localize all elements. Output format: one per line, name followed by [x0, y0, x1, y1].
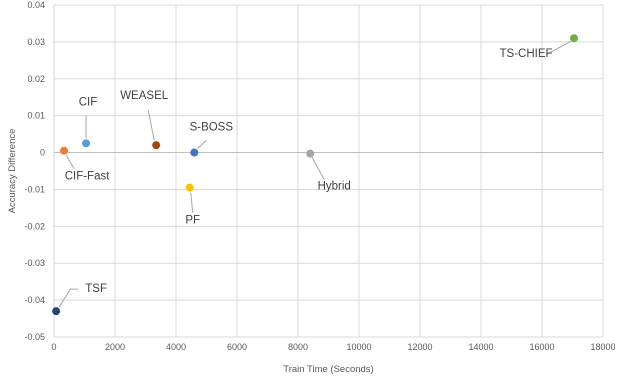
leader-line [58, 288, 79, 308]
grid-lines [53, 4, 604, 338]
x-tick-label: 10000 [346, 342, 371, 352]
data-point-ts-chief [570, 34, 579, 43]
x-tick-label: 6000 [227, 342, 247, 352]
y-tick-label: -0.02 [24, 221, 45, 231]
data-point-weasel [152, 141, 161, 150]
data-points [52, 34, 579, 316]
y-axis-title: Accuracy Difference [7, 129, 18, 214]
x-tick-label: 12000 [407, 342, 432, 352]
x-tick-label: 0 [51, 342, 56, 352]
leader-line [65, 154, 75, 169]
x-tick-label: 14000 [468, 342, 493, 352]
data-point-tsf [52, 307, 61, 316]
x-tick-label: 8000 [288, 342, 308, 352]
data-point-s-boss [190, 148, 199, 157]
x-tick-label: 4000 [166, 342, 186, 352]
y-tick-label: -0.03 [24, 258, 45, 268]
y-tick-label: 0.03 [27, 37, 45, 47]
data-point-cif [82, 139, 91, 148]
x-tick-label: 2000 [105, 342, 125, 352]
x-tick-label: 18000 [590, 342, 615, 352]
leader-line [311, 157, 325, 180]
y-tick-label: 0.01 [27, 111, 45, 121]
data-label: WEASEL [120, 90, 169, 102]
x-axis-title: Train Time (Seconds) [283, 364, 373, 375]
tick-labels: 0 2000 4000 6000 8000 10000 12000 14000 16000 180… [24, 0, 615, 352]
data-point-hybrid [306, 149, 315, 158]
data-label: S-BOSS [190, 122, 234, 134]
data-label: TS-CHIEF [500, 48, 553, 60]
leader-lines [58, 40, 572, 308]
x-tick-label: 16000 [529, 342, 554, 352]
y-tick-label: 0.02 [27, 74, 45, 84]
y-tick-label: -0.04 [24, 295, 45, 305]
y-tick-label: -0.01 [24, 184, 45, 194]
leader-line [190, 192, 194, 213]
data-point-pf [185, 183, 194, 192]
y-tick-label: 0 [40, 148, 45, 158]
data-label: PF [185, 215, 200, 227]
data-labels: TS-CHIEF CIF CIF-Fast WEASEL S-BOSS Hybrid PF T… [65, 48, 553, 295]
leader-line [546, 40, 572, 55]
data-point-cif-fast [60, 146, 69, 155]
data-label: Hybrid [318, 181, 351, 193]
y-tick-label: -0.05 [24, 332, 45, 342]
data-label: CIF-Fast [65, 171, 111, 183]
data-label: CIF [79, 96, 98, 108]
data-label: TSF [85, 283, 107, 295]
y-tick-label: 0.04 [27, 0, 45, 10]
leader-line [147, 110, 155, 141]
leader-line [196, 140, 207, 149]
